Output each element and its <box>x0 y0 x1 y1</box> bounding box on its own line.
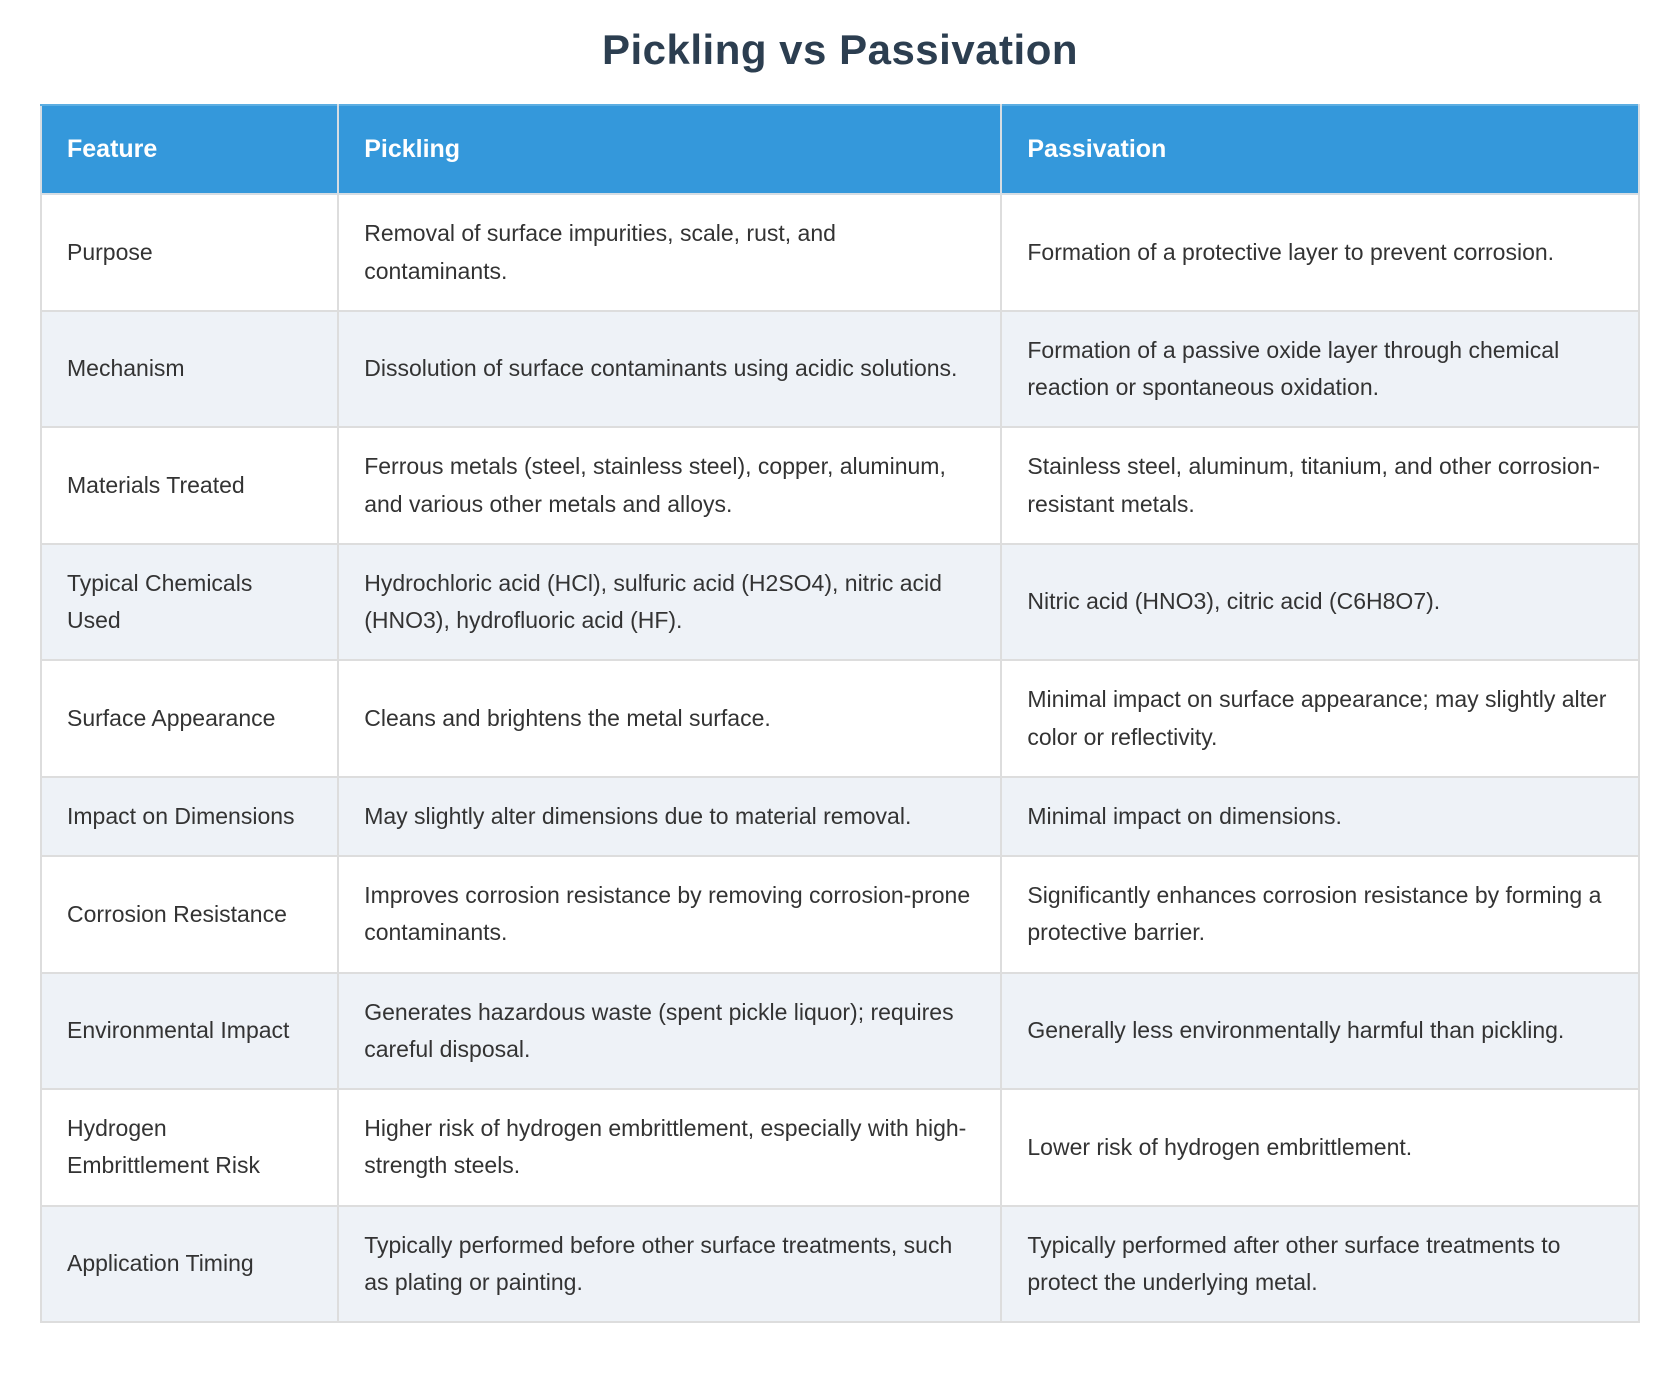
table-row: Corrosion Resistance Improves corrosion r… <box>39 855 1640 974</box>
table-row: Surface Appearance Cleans and brightens t… <box>39 659 1640 778</box>
pickling-cell: Hydrochloric acid (HCl), sulfuric acid (… <box>337 542 1003 662</box>
table-row: Typical Chemicals Used Hydrochloric acid … <box>39 542 1640 662</box>
passivation-cell: Minimal impact on dimensions. <box>1000 775 1640 858</box>
passivation-cell: Stainless steel, aluminum, titanium, and… <box>1000 426 1640 545</box>
passivation-cell: Minimal impact on surface appearance; ma… <box>1000 659 1640 778</box>
feature-cell: Surface Appearance <box>39 659 340 778</box>
passivation-cell: Generally less environmentally harmful t… <box>1000 971 1640 1091</box>
table-row: Mechanism Dissolution of surface contamin… <box>39 309 1640 429</box>
passivation-cell: Formation of a passive oxide layer throu… <box>1000 309 1640 429</box>
pickling-cell: Generates hazardous waste (spent pickle … <box>337 971 1003 1091</box>
feature-cell: Hydrogen Embrittlement Risk <box>39 1088 340 1207</box>
passivation-cell: Lower risk of hydrogen embrittlement. <box>1000 1088 1640 1207</box>
header-row: Feature Pickling Passivation <box>39 104 1640 196</box>
feature-cell: Application Timing <box>39 1204 340 1324</box>
feature-cell: Typical Chemicals Used <box>39 542 340 662</box>
pickling-cell: May slightly alter dimensions due to mat… <box>337 775 1003 858</box>
table-body: Purpose Removal of surface impurities, sc… <box>39 193 1640 1324</box>
pickling-cell: Higher risk of hydrogen embrittlement, e… <box>337 1088 1003 1207</box>
column-header-feature: Feature <box>39 104 340 196</box>
table-row: Application Timing Typically performed be… <box>39 1204 1640 1324</box>
page-title: Pickling vs Passivation <box>601 26 1079 73</box>
comparison-table: Feature Pickling Passivation Purpose Remo… <box>39 104 1640 1324</box>
feature-cell: Impact on Dimensions <box>39 775 340 858</box>
pickling-cell: Removal of surface impurities, scale, ru… <box>337 193 1003 312</box>
passivation-cell: Formation of a protective layer to preve… <box>1000 193 1640 312</box>
feature-cell: Purpose <box>39 193 340 312</box>
table-row: Materials Treated Ferrous metals (steel, … <box>39 426 1640 545</box>
table-row: Hydrogen Embrittlement Risk Higher risk o… <box>39 1088 1640 1207</box>
pickling-cell: Improves corrosion resistance by removin… <box>337 855 1003 974</box>
passivation-cell: Significantly enhances corrosion resista… <box>1000 855 1640 974</box>
column-header-pickling: Pickling <box>337 104 1003 196</box>
feature-cell: Corrosion Resistance <box>39 855 340 974</box>
pickling-cell: Dissolution of surface contaminants usin… <box>337 309 1003 429</box>
table-row: Environmental Impact Generates hazardous … <box>39 971 1640 1091</box>
passivation-cell: Typically performed after other surface … <box>1000 1204 1640 1324</box>
pickling-cell: Cleans and brightens the metal surface. <box>337 659 1003 778</box>
table-row: Purpose Removal of surface impurities, sc… <box>39 193 1640 312</box>
feature-cell: Environmental Impact <box>39 971 340 1091</box>
passivation-cell: Nitric acid (HNO3), citric acid (C6H8O7)… <box>1000 542 1640 662</box>
column-header-passivation: Passivation <box>1000 104 1640 196</box>
pickling-cell: Ferrous metals (steel, stainless steel),… <box>337 426 1003 545</box>
table-row: Impact on Dimensions May slightly alter d… <box>39 775 1640 858</box>
feature-cell: Mechanism <box>39 309 340 429</box>
pickling-cell: Typically performed before other surface… <box>337 1204 1003 1324</box>
feature-cell: Materials Treated <box>39 426 340 545</box>
